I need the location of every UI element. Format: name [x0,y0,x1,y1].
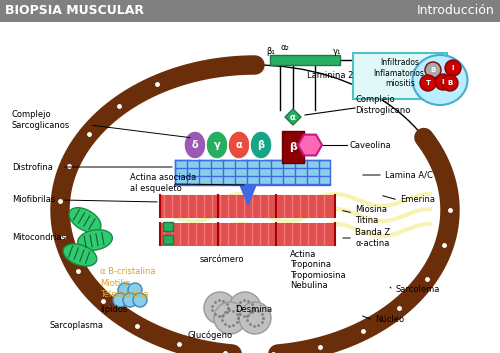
Polygon shape [285,109,301,125]
Ellipse shape [250,131,272,159]
Ellipse shape [228,131,250,159]
Text: Laminina 2: Laminina 2 [307,71,354,79]
Text: T: T [426,80,430,86]
Text: Sarcoplasma: Sarcoplasma [50,321,104,329]
Text: I: I [442,79,444,85]
FancyBboxPatch shape [353,53,447,99]
Text: Introducción: Introducción [417,5,495,18]
Ellipse shape [206,131,228,159]
Text: Miosina
Titina: Miosina Titina [355,205,387,225]
FancyBboxPatch shape [160,223,335,245]
FancyBboxPatch shape [282,131,304,163]
Text: γ₁: γ₁ [333,48,341,56]
Ellipse shape [60,65,450,353]
Circle shape [229,292,261,324]
Circle shape [239,302,271,334]
Text: α B-cristalina
Miotilin
Telethonina: α B-cristalina Miotilin Telethonina [100,268,156,299]
Ellipse shape [69,208,101,232]
Text: β₁: β₁ [266,48,276,56]
Circle shape [420,75,436,91]
Text: Actina
Troponina
Tropomiosina
Nebulina: Actina Troponina Tropomiosina Nebulina [290,250,346,290]
Polygon shape [298,134,322,155]
Text: Actina asociada
al esqueleto: Actina asociada al esqueleto [130,173,196,193]
FancyBboxPatch shape [0,0,500,22]
Text: Desmina: Desmina [235,305,272,315]
Text: α: α [236,140,242,150]
Circle shape [435,74,451,90]
Ellipse shape [412,55,468,105]
FancyBboxPatch shape [163,222,173,231]
Circle shape [214,302,246,334]
Text: Complejo
Distroglicano: Complejo Distroglicano [355,95,410,115]
FancyBboxPatch shape [163,235,173,244]
Text: δ: δ [192,140,198,150]
Text: Infiltrados
Inflamatorios:
miositis: Infiltrados Inflamatorios: miositis [374,58,426,88]
FancyBboxPatch shape [270,55,340,65]
Text: Complejo
Sarcoglicanos: Complejo Sarcoglicanos [12,110,70,130]
Ellipse shape [184,131,206,159]
Text: β: β [258,140,264,150]
Text: sarcómero: sarcómero [200,256,244,264]
Text: Banda Z
α-actina: Banda Z α-actina [355,228,390,248]
Circle shape [113,293,127,307]
Ellipse shape [78,230,112,250]
Circle shape [123,293,137,307]
Text: Caveolina: Caveolina [350,140,392,150]
Circle shape [204,292,236,324]
Text: β: β [289,142,297,152]
Circle shape [425,62,441,78]
FancyBboxPatch shape [160,195,335,217]
FancyBboxPatch shape [175,160,330,185]
Text: BIOPSIA MUSCULAR: BIOPSIA MUSCULAR [5,5,144,18]
Circle shape [118,283,132,297]
Text: B: B [430,67,436,73]
Circle shape [128,283,142,297]
Text: γ: γ [214,140,220,150]
Polygon shape [240,185,256,205]
Text: Sarcolema: Sarcolema [395,286,440,294]
Text: α₂: α₂ [280,43,289,53]
Circle shape [442,75,458,91]
Text: Emerina: Emerina [400,196,435,204]
Text: α: α [290,113,296,121]
Text: I: I [452,65,454,71]
Text: lípidos: lípidos [100,305,128,315]
Circle shape [445,60,461,76]
Text: Miofibrilas: Miofibrilas [12,196,55,204]
Circle shape [133,293,147,307]
Text: B: B [448,80,452,86]
Text: Lamina A/C: Lamina A/C [385,170,433,179]
Text: Núcleo: Núcleo [375,316,404,324]
Text: Distrofina: Distrofina [12,162,53,172]
Text: Mitocondrias: Mitocondrias [12,233,66,243]
Text: Glucógeno: Glucógeno [188,330,232,340]
Ellipse shape [63,244,97,266]
